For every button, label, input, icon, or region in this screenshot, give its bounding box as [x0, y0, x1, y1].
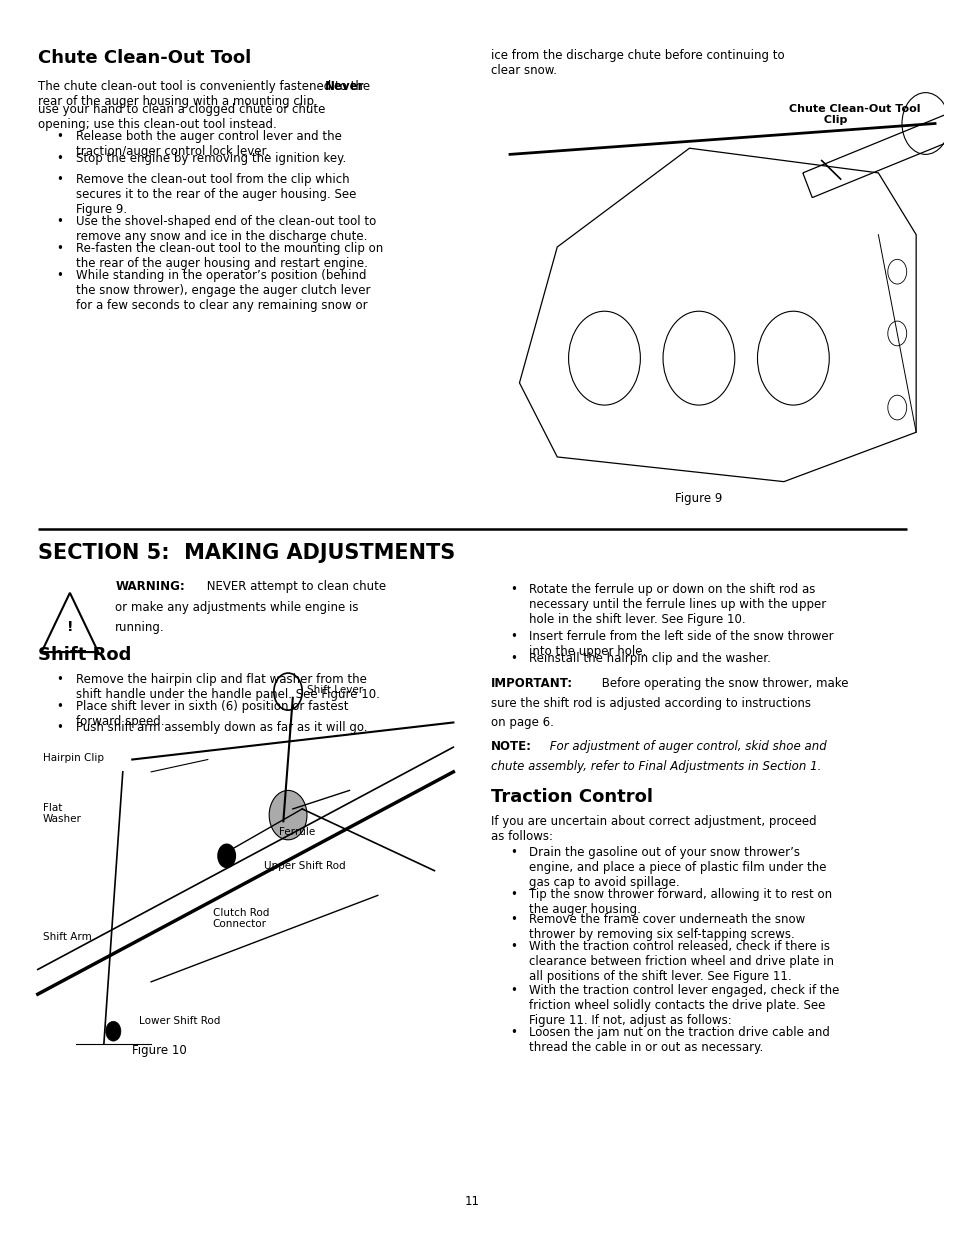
Text: NOTE:: NOTE:	[491, 740, 532, 753]
Text: •: •	[56, 215, 64, 228]
Text: IMPORTANT:: IMPORTANT:	[491, 677, 573, 690]
Circle shape	[106, 1021, 121, 1041]
Text: Shift Lever: Shift Lever	[307, 685, 363, 695]
Text: Insert ferrule from the left side of the snow thrower
into the upper hole.: Insert ferrule from the left side of the…	[528, 630, 833, 658]
Text: With the traction control lever engaged, check if the
friction wheel solidly con: With the traction control lever engaged,…	[528, 984, 839, 1028]
Text: Traction Control: Traction Control	[491, 788, 653, 806]
Text: Chute Clean-Out Tool
         Clip: Chute Clean-Out Tool Clip	[788, 104, 920, 125]
Text: Clutch Rod
Connector: Clutch Rod Connector	[213, 908, 269, 929]
Text: •: •	[510, 940, 517, 953]
Text: Before operating the snow thrower, make: Before operating the snow thrower, make	[598, 677, 847, 690]
Text: Figure 9: Figure 9	[675, 492, 721, 505]
Circle shape	[269, 790, 307, 840]
Text: With the traction control released, check if there is
clearance between friction: With the traction control released, chec…	[528, 940, 833, 983]
Text: •: •	[510, 583, 517, 597]
Text: For adjustment of auger control, skid shoe and: For adjustment of auger control, skid sh…	[545, 740, 826, 753]
Text: Never: Never	[325, 80, 364, 94]
Text: Remove the frame cover underneath the snow
thrower by removing six self-tapping : Remove the frame cover underneath the sn…	[528, 913, 804, 941]
Text: Remove the hairpin clip and flat washer from the
shift handle under the handle p: Remove the hairpin clip and flat washer …	[75, 673, 379, 701]
Text: •: •	[510, 913, 517, 926]
Text: use your hand to clean a clogged chute or chute
opening; use this clean-out tool: use your hand to clean a clogged chute o…	[38, 103, 325, 131]
Text: Use the shovel-shaped end of the clean-out tool to
remove any snow and ice in th: Use the shovel-shaped end of the clean-o…	[75, 215, 375, 243]
Text: Upper Shift Rod: Upper Shift Rod	[264, 861, 346, 871]
Text: Reinstall the hairpin clip and the washer.: Reinstall the hairpin clip and the washe…	[528, 652, 770, 666]
Text: on page 6.: on page 6.	[491, 716, 554, 730]
Text: •: •	[510, 984, 517, 998]
Text: •: •	[56, 673, 64, 687]
Text: Stop the engine by removing the ignition key.: Stop the engine by removing the ignition…	[75, 152, 345, 165]
Text: Flat
Washer: Flat Washer	[43, 803, 81, 824]
Text: •: •	[510, 1026, 517, 1040]
Polygon shape	[42, 593, 98, 652]
Text: Figure 10: Figure 10	[132, 1044, 187, 1057]
Text: Push shift arm assembly down as far as it will go.: Push shift arm assembly down as far as i…	[75, 721, 367, 735]
Text: Hairpin Clip: Hairpin Clip	[43, 753, 103, 763]
Text: Rotate the ferrule up or down on the shift rod as
necessary until the ferrule li: Rotate the ferrule up or down on the shi…	[528, 583, 825, 626]
Text: •: •	[56, 269, 64, 283]
Text: •: •	[56, 242, 64, 256]
Text: •: •	[510, 888, 517, 902]
Text: Loosen the jam nut on the traction drive cable and
thread the cable in or out as: Loosen the jam nut on the traction drive…	[528, 1026, 829, 1055]
Text: If you are uncertain about correct adjustment, proceed
as follows:: If you are uncertain about correct adjus…	[491, 815, 816, 844]
Text: NEVER attempt to clean chute: NEVER attempt to clean chute	[203, 580, 386, 594]
Text: •: •	[56, 152, 64, 165]
Text: The chute clean-out tool is conveniently fastened to the
rear of the auger housi: The chute clean-out tool is conveniently…	[38, 80, 370, 109]
Text: 11: 11	[464, 1194, 479, 1208]
Text: sure the shift rod is adjusted according to instructions: sure the shift rod is adjusted according…	[491, 697, 810, 710]
Text: Place shift lever in sixth (6) position or fastest
forward speed.: Place shift lever in sixth (6) position …	[75, 700, 348, 729]
Text: Tip the snow thrower forward, allowing it to rest on
the auger housing.: Tip the snow thrower forward, allowing i…	[528, 888, 831, 916]
Text: Re-fasten the clean-out tool to the mounting clip on
the rear of the auger housi: Re-fasten the clean-out tool to the moun…	[75, 242, 382, 270]
Text: !: !	[67, 620, 73, 635]
Text: •: •	[510, 846, 517, 860]
Text: chute assembly, refer to Final Adjustments in Section 1.: chute assembly, refer to Final Adjustmen…	[491, 760, 821, 773]
Text: SECTION 5:  MAKING ADJUSTMENTS: SECTION 5: MAKING ADJUSTMENTS	[38, 543, 455, 563]
Text: Ferrule: Ferrule	[278, 827, 314, 837]
Text: •: •	[56, 700, 64, 714]
Text: Chute Clean-Out Tool: Chute Clean-Out Tool	[38, 49, 251, 68]
Circle shape	[217, 844, 236, 868]
Text: ice from the discharge chute before continuing to
clear snow.: ice from the discharge chute before cont…	[491, 49, 784, 78]
Text: WARNING:: WARNING:	[115, 580, 185, 594]
Text: •: •	[56, 130, 64, 143]
Text: •: •	[510, 630, 517, 643]
Text: Shift Rod: Shift Rod	[38, 646, 131, 664]
Text: Remove the clean-out tool from the clip which
secures it to the rear of the auge: Remove the clean-out tool from the clip …	[75, 173, 355, 216]
Text: Drain the gasoline out of your snow thrower’s
engine, and place a piece of plast: Drain the gasoline out of your snow thro…	[528, 846, 825, 889]
Text: Lower Shift Rod: Lower Shift Rod	[138, 1016, 220, 1026]
Text: While standing in the operator’s position (behind
the snow thrower), engage the : While standing in the operator’s positio…	[75, 269, 370, 312]
Text: •: •	[56, 721, 64, 735]
Text: or make any adjustments while engine is: or make any adjustments while engine is	[115, 601, 358, 615]
Text: •: •	[56, 173, 64, 186]
Text: •: •	[510, 652, 517, 666]
Text: running.: running.	[115, 621, 165, 635]
Text: Release both the auger control lever and the
traction/auger control lock lever.: Release both the auger control lever and…	[75, 130, 341, 158]
Text: Shift Arm: Shift Arm	[43, 932, 91, 942]
